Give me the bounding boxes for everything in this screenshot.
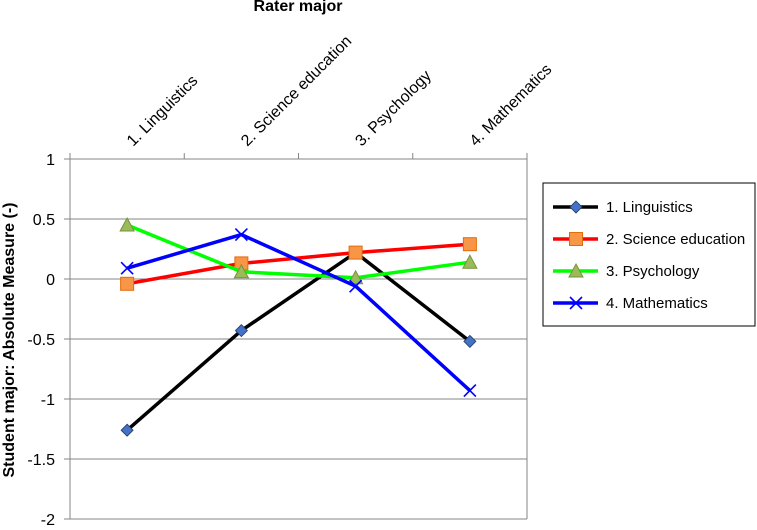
series-line xyxy=(126,223,471,280)
y-tick-label: -0.5 xyxy=(27,332,55,349)
legend-item: 3. Psychology xyxy=(553,262,700,280)
data-point xyxy=(463,384,477,398)
x-marker-stroke xyxy=(234,228,248,242)
series-group xyxy=(119,216,478,437)
axes xyxy=(64,153,528,520)
x-marker-stroke xyxy=(120,261,134,275)
legend-marker xyxy=(568,262,584,278)
data-point xyxy=(347,269,364,285)
legend: 1. Linguistics 2. Science education 3. Psy… xyxy=(542,182,756,327)
y-tick-label: 1 xyxy=(46,152,55,169)
legend-label: 4. Mathematics xyxy=(606,295,708,312)
y-tick-label: -1 xyxy=(41,392,55,409)
legend-item: 4. Mathematics xyxy=(553,295,708,312)
category-label: 4. Mathematics xyxy=(467,61,556,150)
legend-label: 2. Science education xyxy=(606,231,745,248)
y-axis-title: Student major: Absolute Measure (-) xyxy=(1,203,18,478)
data-point xyxy=(349,279,363,293)
x-marker-stroke xyxy=(463,384,477,398)
y-tick-label: -2 xyxy=(41,512,55,525)
data-point xyxy=(234,228,248,242)
legend-label: 3. Psychology xyxy=(606,263,700,280)
series-line xyxy=(125,250,471,432)
legend-label: 1. Linguistics xyxy=(606,199,693,216)
data-point xyxy=(120,423,134,437)
y-tick-label: 0.5 xyxy=(33,212,55,229)
data-point xyxy=(348,245,363,260)
series-4 xyxy=(120,228,477,398)
data-point xyxy=(120,276,135,291)
data-point xyxy=(462,237,477,252)
y-tick-label: -1.5 xyxy=(27,452,55,469)
data-point xyxy=(233,263,250,279)
legend-marker xyxy=(569,200,583,214)
series-3 xyxy=(119,216,478,285)
x-marker-stroke xyxy=(569,296,583,310)
series-line xyxy=(126,232,472,392)
category-label: 3. Psychology xyxy=(352,67,434,149)
data-point xyxy=(463,334,477,348)
legend-item: 2. Science education xyxy=(553,231,745,248)
y-tick-label: 0 xyxy=(46,272,55,289)
x-marker-stroke xyxy=(349,279,363,293)
data-point xyxy=(119,216,135,232)
x-axis-title: Rater major xyxy=(254,0,343,15)
legend-marker xyxy=(569,232,583,246)
data-point xyxy=(120,261,134,275)
legend-item: 1. Linguistics xyxy=(553,199,693,216)
series-line xyxy=(126,242,471,286)
category-label: 1. Linguistics xyxy=(124,72,201,149)
y-tick-labels: 1 0.5 0 -0.5 -1 -1.5 -2 xyxy=(27,152,55,529)
category-label: 2. Science education xyxy=(238,33,355,150)
series-2 xyxy=(120,237,477,291)
legend-marker xyxy=(569,296,583,310)
data-point xyxy=(462,254,478,269)
data-point xyxy=(234,324,248,338)
gridlines xyxy=(70,158,527,520)
